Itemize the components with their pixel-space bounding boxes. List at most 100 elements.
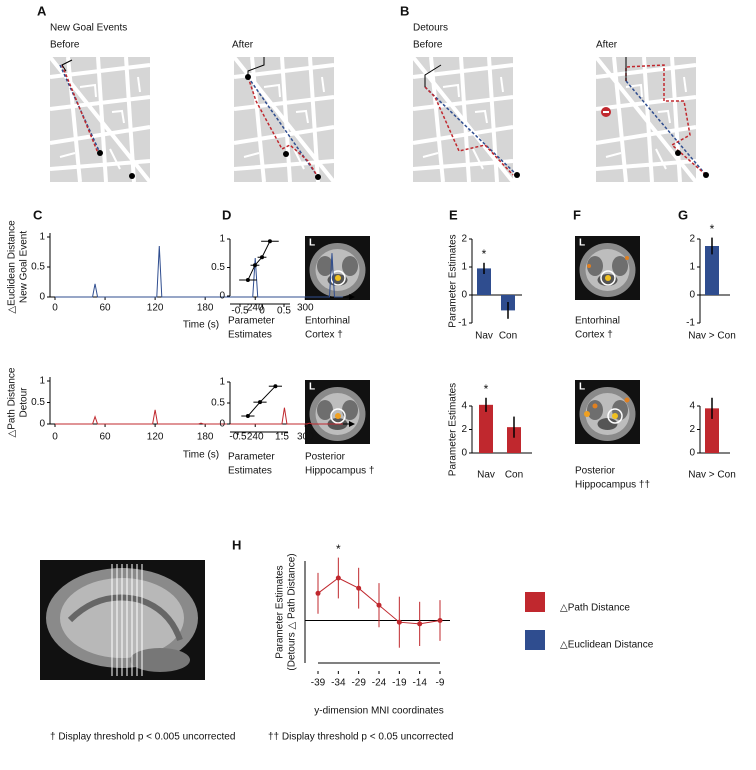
x-tick-label: 1.5: [275, 432, 289, 443]
x-tick-label: 300: [297, 432, 314, 443]
point: [356, 585, 362, 591]
footnote: †† Display threshold p < 0.05 uncorrecte…: [268, 732, 453, 743]
brain-image: L: [305, 236, 370, 300]
x-tick-label: 60: [99, 432, 111, 443]
y-tick-label: -1: [458, 318, 467, 329]
legend-label: △Path Distance: [560, 603, 630, 614]
bar: [477, 268, 491, 295]
point: [245, 414, 250, 419]
x-axis-title: Estimates: [228, 330, 272, 341]
region-label: Posterior: [305, 452, 346, 463]
data-line: [55, 245, 343, 298]
y-tick-label: 1: [39, 376, 45, 387]
y-tick-label: 4: [461, 401, 467, 412]
x-tick-label: 0: [52, 432, 58, 443]
bar: [705, 246, 719, 295]
y-tick-label: 2: [689, 424, 695, 435]
region-label: Entorhinal: [305, 316, 350, 327]
map: [48, 55, 152, 184]
y-tick-label: 0: [461, 448, 467, 459]
panel-letter: F: [573, 207, 581, 222]
x-tick-label: 0: [259, 306, 265, 317]
y-tick-label: 0.5: [31, 262, 45, 273]
x-tick-label: 60: [99, 303, 111, 314]
brain-image: L: [305, 380, 370, 444]
map: [411, 55, 520, 184]
annotation: *: [482, 247, 487, 261]
legend-label: △Euclidean Distance: [560, 640, 654, 651]
map-label: After: [596, 40, 618, 51]
bar: [507, 427, 521, 453]
x-tick-label: 120: [147, 432, 164, 443]
x-axis-title: Time (s): [183, 320, 219, 331]
x-tick-label: -0.5: [229, 432, 247, 443]
map-label: Before: [50, 40, 80, 51]
panel-letter: B: [400, 3, 409, 18]
y-tick-label: 0: [39, 419, 45, 430]
y-tick-label: 1: [219, 234, 225, 245]
brain-image: [40, 560, 205, 680]
bar: [479, 404, 493, 453]
y-axis-title: (Detours △ Path Distance): [287, 553, 298, 670]
x-tick-label: -34: [331, 678, 346, 689]
y-axis-title: Parameter Estimates: [448, 383, 459, 476]
y-tick-label: 0: [689, 448, 695, 459]
y-axis-title: △Euclidean Distance: [7, 220, 18, 314]
x-tick-label: Nav > Con: [688, 331, 736, 342]
x-tick-label: 120: [147, 303, 164, 314]
x-tick-label: -29: [351, 678, 366, 689]
panel-letter: E: [449, 207, 458, 222]
panel-letter: D: [222, 207, 231, 222]
map-label: After: [232, 40, 254, 51]
y-tick-label: -1: [686, 318, 695, 329]
x-tick-label: -39: [311, 678, 326, 689]
side-label: L: [309, 382, 315, 393]
point: [245, 278, 250, 283]
y-tick-label: 4: [689, 401, 695, 412]
brain-image: L: [575, 380, 640, 444]
x-axis-title: Parameter: [228, 452, 275, 463]
data-line: [247, 241, 271, 281]
annotation: *: [336, 542, 341, 556]
x-tick-label: -9: [436, 678, 445, 689]
x-tick-label: Nav > Con: [688, 470, 736, 481]
y-tick-label: 1: [219, 377, 225, 388]
panel-letter: C: [33, 207, 43, 222]
y-tick-label: 0.5: [31, 397, 45, 408]
map: [594, 55, 709, 184]
y-tick-label: 0: [39, 292, 45, 303]
x-tick-label: -19: [392, 678, 407, 689]
bar: [705, 408, 719, 453]
data-line: [55, 407, 343, 425]
x-tick-label: 180: [197, 432, 214, 443]
point: [260, 255, 264, 260]
point: [437, 618, 443, 623]
x-tick-label: Con: [499, 331, 517, 342]
x-tick-label: Nav: [475, 331, 493, 342]
y-tick-label: 0: [219, 291, 225, 302]
legend-swatch: [525, 630, 545, 650]
axis-arrow: [349, 421, 355, 427]
x-axis-title: Time (s): [183, 450, 219, 461]
y-tick-label: 1: [689, 262, 695, 273]
y-axis-title: △Path Distance: [7, 367, 18, 437]
region-label: Hippocampus †: [305, 466, 374, 477]
brain-image: L: [575, 236, 640, 300]
y-tick-label: 0.5: [211, 398, 225, 409]
region-label: Cortex †: [575, 330, 613, 341]
side-label: L: [309, 238, 315, 249]
x-tick-label: 180: [197, 303, 214, 314]
axis-arrow: [349, 294, 355, 300]
x-axis-title: y-dimension MNI coordinates: [314, 706, 444, 717]
y-tick-label: 0.5: [211, 262, 225, 273]
x-tick-label: 300: [297, 303, 314, 314]
y-tick-label: 0: [461, 290, 467, 301]
point: [267, 239, 272, 244]
footnote: † Display threshold p < 0.005 uncorrecte…: [50, 732, 235, 743]
y-tick-label: 2: [461, 234, 467, 245]
y-tick-label: 2: [689, 234, 695, 245]
x-tick-label: Con: [505, 470, 523, 481]
x-tick-label: Nav: [477, 470, 495, 481]
point: [335, 575, 341, 581]
